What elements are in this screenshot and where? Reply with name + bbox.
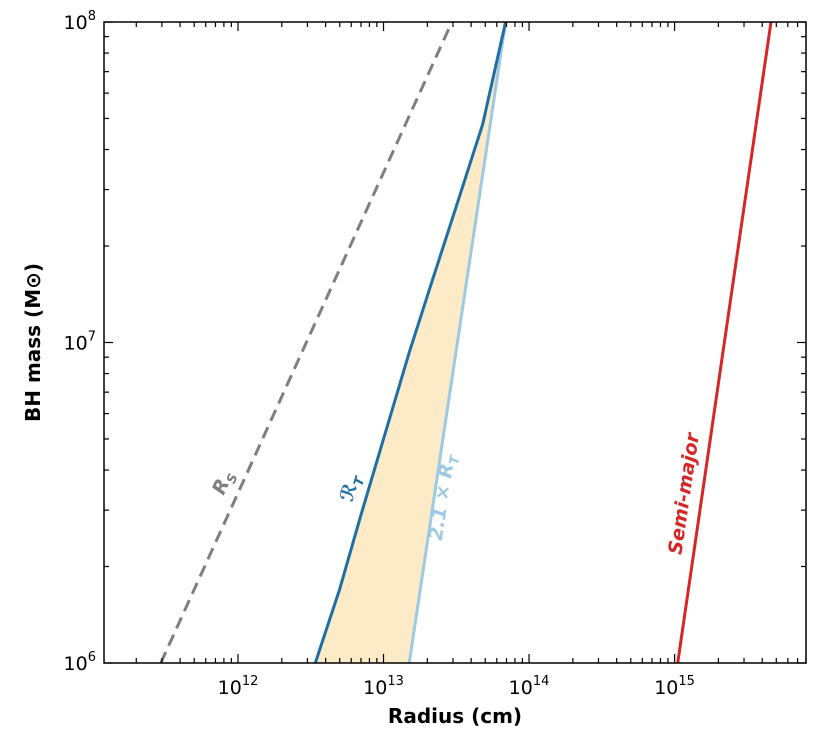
series-label-semi: Semi-major (664, 430, 704, 556)
series-line-semi (676, 21, 773, 664)
series-label-rt: ℛT (336, 471, 369, 505)
y-tick-label: 107 (64, 330, 96, 355)
x-tick-label: 1015 (654, 674, 695, 699)
y-tick-label: 106 (64, 650, 96, 675)
series-line-rt21 (407, 21, 508, 664)
x-tick-label: 1014 (509, 674, 550, 699)
x-tick-label: 1012 (218, 674, 259, 699)
y-tick-label: 108 (64, 9, 96, 34)
x-tick-label: 1013 (363, 674, 404, 699)
y-axis-label: BH mass (M⊙) (21, 263, 45, 422)
series-layer (159, 21, 773, 664)
series-line-rt (313, 21, 508, 664)
tde-region-fill (315, 22, 506, 663)
x-axis-label: Radius (cm) (388, 704, 522, 728)
fill-region-layer (315, 22, 506, 663)
series-label-rs: RS (208, 467, 242, 500)
ticks-layer (104, 21, 807, 664)
series-line-rs (159, 21, 454, 664)
